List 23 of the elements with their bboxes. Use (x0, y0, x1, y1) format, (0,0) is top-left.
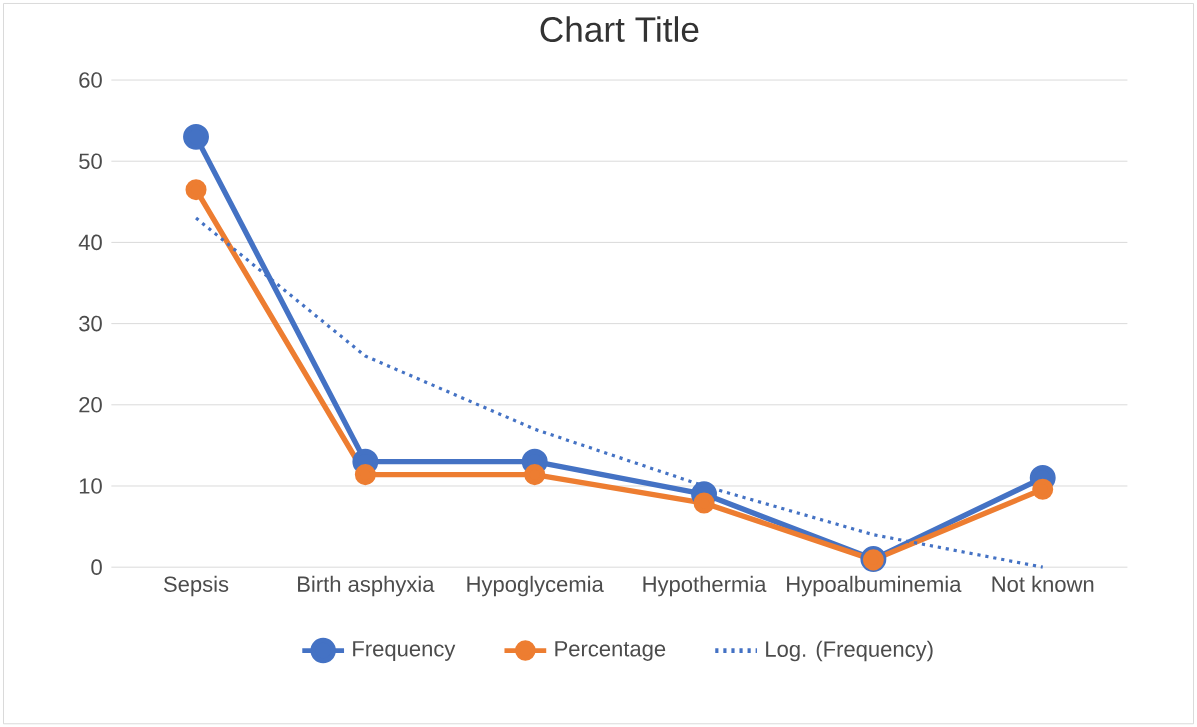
y-tick-label: 50 (79, 153, 102, 169)
point (524, 464, 546, 486)
point (1032, 478, 1054, 500)
legend-label: Frequency (353, 641, 456, 661)
y-tick-label: 0 (91, 559, 102, 575)
point (354, 464, 376, 486)
x-tick-label: Not known (992, 575, 1094, 592)
y-tick-label: 30 (79, 315, 102, 332)
x-tick-label: Hypoalbuminemia (787, 575, 962, 597)
y-tick-label: 40 (78, 234, 102, 251)
y-tick-label: 10 (79, 478, 102, 494)
x-tick-label: Sepsis (163, 575, 229, 597)
y-tick-label: 20 (79, 396, 102, 413)
point (693, 492, 715, 514)
legend-label: Log. (Frequency) (766, 640, 933, 662)
x-tick-label: Hypothermia (643, 575, 767, 597)
point (185, 179, 207, 201)
x-tick-label: Hypoglycemia (467, 575, 604, 597)
y-tick-label: 60 (79, 72, 102, 88)
point (183, 123, 209, 150)
legend-label: Percentage (555, 641, 666, 661)
chart-title: Chart Title (540, 16, 699, 42)
x-tick-label: Birth asphyxia (298, 575, 435, 597)
